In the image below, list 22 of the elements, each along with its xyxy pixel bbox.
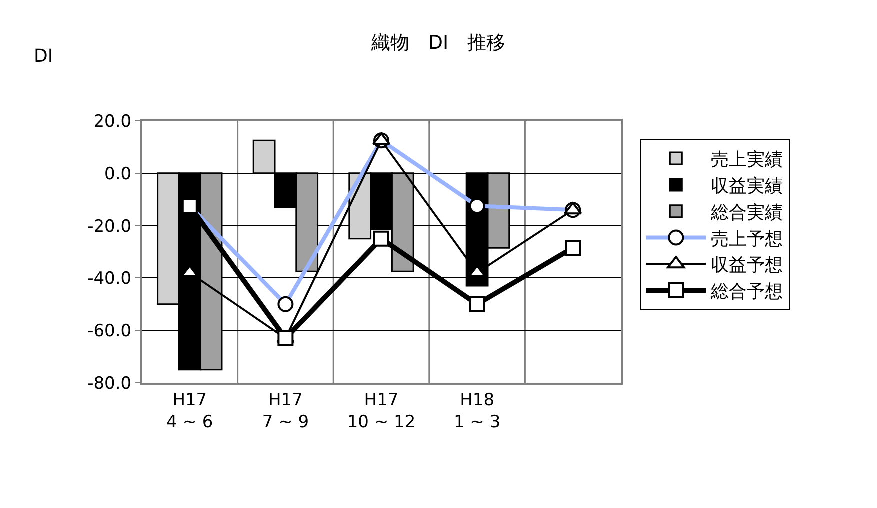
point xyxy=(565,240,582,256)
point xyxy=(278,330,294,346)
point xyxy=(469,296,486,312)
y-tick-label: -20.0 xyxy=(88,216,132,237)
y-tick-label: 0.0 xyxy=(104,164,132,184)
y-tick-label: -60.0 xyxy=(88,322,132,342)
legend-label: 総合予想 xyxy=(710,282,784,303)
y-axis-title: DI xyxy=(34,46,54,67)
y-tick-label: -40.0 xyxy=(88,269,132,290)
x-tick-label: H18 1 ~ 3 xyxy=(454,390,501,432)
point xyxy=(374,230,390,247)
y-tick-label: -80.0 xyxy=(88,374,132,394)
legend-label: 収益実績 xyxy=(711,176,784,197)
x-tick-label: H17 10 ~ 12 xyxy=(347,390,416,432)
legend-label: 総合実績 xyxy=(710,202,784,224)
x-tick-label: H17 4 ~ 6 xyxy=(166,390,214,432)
x-tick-label: H17 7 ~ 9 xyxy=(262,390,310,432)
chart-title: 織物 DI 推移 xyxy=(370,32,506,54)
legend-label: 売上予想 xyxy=(711,228,784,250)
legend-label: 売上実績 xyxy=(711,150,784,171)
legend-label: 収益予想 xyxy=(711,255,784,276)
y-tick-label: 20.0 xyxy=(94,112,132,132)
